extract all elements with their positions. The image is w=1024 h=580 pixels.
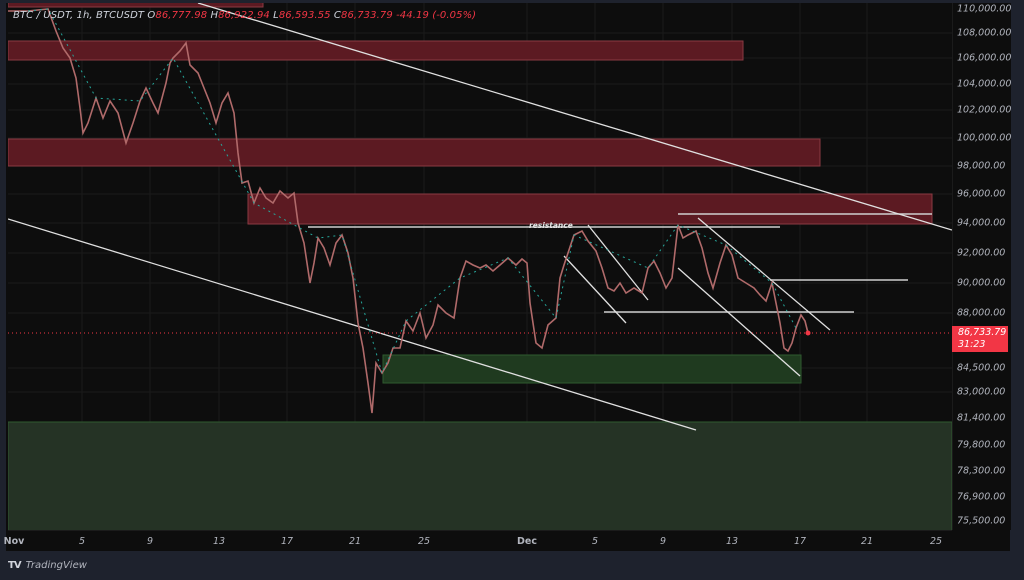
price-tick: 81,400.00	[957, 412, 1006, 424]
symbol-label[interactable]: BTC / USDT, 1h, BTCUSDT	[13, 10, 145, 21]
price-axis[interactable]: 110,000.00 108,000.00 106,000.00 104,000…	[952, 3, 1011, 530]
price-tick: 88,000.00	[957, 307, 1006, 319]
date-tick: 25	[929, 536, 943, 547]
date-tick: 9	[659, 536, 667, 547]
date-tick: 21	[348, 536, 362, 547]
change-value: -44.19 (-0.05%)	[396, 10, 477, 21]
price-tick: 90,000.00	[957, 277, 1006, 289]
price-tick: 78,300.00	[957, 465, 1006, 477]
close-value: 86,733.79	[341, 10, 393, 21]
ohlc-legend: BTC / USDT, 1h, BTCUSDT O86,777.98 H86,9…	[13, 10, 477, 21]
date-tick: Nov	[3, 536, 25, 547]
open-value: 86,777.98	[155, 10, 208, 21]
time-axis[interactable]: Nov 5 9 13 17 21 25 Dec 5 9 13 17 21 25	[4, 530, 952, 551]
date-tick: 17	[280, 536, 294, 547]
date-tick: 13	[725, 536, 739, 547]
tradingview-brand[interactable]: TV TradingView	[8, 560, 87, 571]
resistance-label: resistance	[529, 221, 573, 230]
resistance-zones	[8, 3, 933, 225]
price-tick: 94,000.00	[957, 217, 1006, 229]
last-price-value: 86,733.79	[958, 327, 1007, 338]
low-value: 86,593.55	[278, 10, 331, 21]
price-tick: 102,000.00	[957, 104, 1012, 116]
date-tick: 5	[78, 536, 86, 547]
date-tick: Dec	[517, 536, 537, 547]
last-price-tag: 86,733.79 31:23	[952, 326, 1008, 352]
date-tick: 5	[591, 536, 599, 547]
price-tick: 104,000.00	[957, 78, 1012, 90]
date-tick: 9	[146, 536, 154, 547]
price-chart-svg	[8, 3, 952, 530]
price-tick: 84,500.00	[957, 362, 1006, 374]
trendlines	[8, 3, 952, 431]
chart-plot-area[interactable]: resistance	[8, 3, 952, 530]
date-tick: 13	[212, 536, 226, 547]
price-tick: 79,800.00	[957, 439, 1006, 451]
price-tick: 96,000.00	[957, 188, 1006, 200]
support-zones	[8, 354, 952, 530]
date-tick: 17	[793, 536, 807, 547]
price-tick: 75,500.00	[957, 515, 1006, 527]
price-tick: 76,900.00	[957, 491, 1006, 503]
date-tick: 21	[860, 536, 874, 547]
price-tick: 106,000.00	[957, 52, 1012, 64]
last-price-marker	[805, 330, 811, 336]
price-tick: 108,000.00	[957, 27, 1012, 39]
high-value: 86,922.94	[218, 10, 270, 21]
price-tick: 100,000.00	[957, 132, 1012, 144]
horizontal-levels	[308, 213, 932, 313]
price-tick: 110,000.00	[957, 3, 1012, 15]
price-tick: 92,000.00	[957, 247, 1006, 259]
price-tick: 83,000.00	[957, 386, 1006, 398]
bar-countdown: 31:23	[958, 339, 986, 350]
price-candles	[8, 8, 809, 414]
price-tick: 98,000.00	[957, 160, 1006, 172]
date-tick: 25	[417, 536, 431, 547]
tradingview-logo-icon: TV	[8, 560, 22, 571]
brand-name: TradingView	[25, 560, 87, 571]
